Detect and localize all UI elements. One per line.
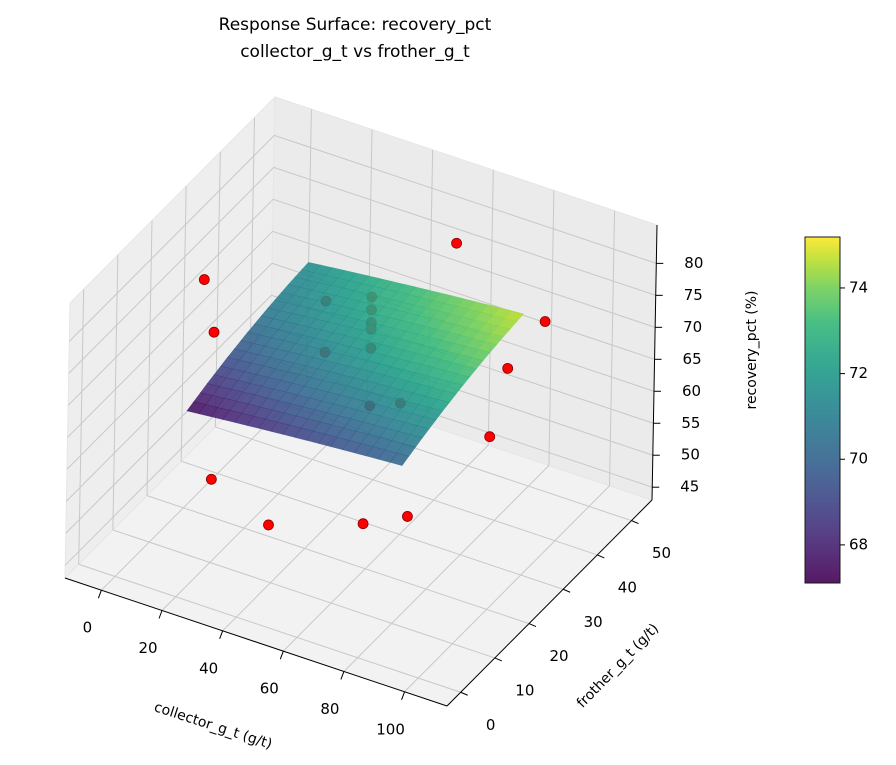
y-tick-label: 0 — [486, 716, 496, 734]
x-tick — [158, 610, 163, 619]
chart-title: Response Surface: recovery_pct — [219, 15, 492, 35]
axis-line — [64, 577, 448, 707]
y-tick-label: 20 — [549, 647, 568, 665]
grid-line — [272, 198, 656, 328]
z-tick-label: 70 — [683, 318, 702, 336]
data-point — [502, 362, 514, 374]
y-axis-label: frother_g_t (g/t) — [574, 621, 662, 712]
side-pane — [64, 95, 276, 580]
axis-line — [446, 499, 653, 707]
data-point — [357, 518, 369, 530]
chart-title: collector_g_t vs frother_g_t — [240, 42, 470, 62]
x-tick — [97, 590, 102, 599]
grid-line — [215, 426, 598, 556]
grid-line — [78, 563, 461, 693]
grid-line — [68, 166, 275, 374]
grid-line — [68, 135, 275, 342]
data-point — [263, 519, 274, 531]
grid-line — [112, 254, 119, 530]
z-tick-label: 50 — [681, 446, 700, 464]
colorbar-tick-label: 72 — [849, 364, 868, 382]
y-tick — [528, 623, 537, 628]
x-tick-label: 20 — [138, 639, 157, 657]
colorbar — [804, 236, 841, 584]
colorbar-tick-label: 74 — [849, 278, 868, 296]
grid-line — [273, 166, 656, 296]
data-point — [208, 326, 220, 338]
grid-line — [180, 186, 187, 462]
x-tick — [340, 671, 345, 680]
z-tick-label: 65 — [683, 350, 702, 368]
grid-line — [404, 485, 610, 693]
x-axis-label: collector_g_t (g/t) — [152, 699, 274, 752]
grid-line — [67, 230, 273, 438]
x-tick-label: 80 — [320, 700, 339, 718]
data-point — [484, 431, 496, 443]
grid-line — [66, 262, 273, 470]
x-tick-label: 60 — [260, 680, 279, 698]
grid-line — [272, 230, 655, 360]
data-point — [198, 274, 210, 285]
data-point — [205, 473, 217, 485]
x-tick — [401, 691, 406, 700]
data-point — [539, 316, 551, 327]
surface-patch — [389, 452, 410, 466]
data-point — [451, 237, 462, 249]
grid-line — [274, 134, 657, 264]
y-tick-label: 50 — [652, 544, 671, 562]
y-tick — [597, 554, 605, 559]
grid-line — [78, 289, 85, 565]
grid-line — [609, 210, 616, 486]
grid-line — [282, 444, 489, 652]
y-tick-label: 40 — [618, 578, 637, 596]
grid-line — [67, 198, 274, 406]
grid-line — [548, 190, 555, 466]
grid-line — [146, 495, 530, 625]
y-tick — [494, 657, 503, 662]
z-tick-label: 60 — [682, 382, 701, 400]
x-tick — [219, 630, 224, 640]
x-tick-label: 40 — [199, 659, 218, 677]
grid-line — [146, 220, 153, 496]
z-tick-label: 75 — [684, 286, 703, 304]
grid-line — [66, 294, 272, 502]
x-tick — [279, 650, 284, 660]
y-tick — [460, 691, 468, 696]
y-tick — [631, 520, 639, 525]
y-tick — [562, 588, 571, 593]
colorbar-tick-label: 68 — [849, 535, 868, 553]
y-tick-label: 30 — [584, 613, 603, 631]
axis-line — [651, 224, 658, 501]
x-tick-label: 100 — [376, 720, 405, 738]
grid-line — [112, 529, 495, 659]
y-tick-label: 10 — [515, 681, 534, 699]
grid-line — [181, 460, 564, 590]
colorbar-tick-label: 70 — [849, 450, 868, 468]
z-axis-label: recovery_pct (%) — [744, 290, 760, 409]
z-tick-label: 45 — [680, 478, 699, 496]
z-tick-label: 80 — [684, 254, 703, 272]
grid-line — [343, 465, 550, 672]
x-tick-label: 0 — [83, 619, 93, 637]
data-point — [402, 511, 413, 522]
z-tick-label: 55 — [681, 414, 700, 432]
